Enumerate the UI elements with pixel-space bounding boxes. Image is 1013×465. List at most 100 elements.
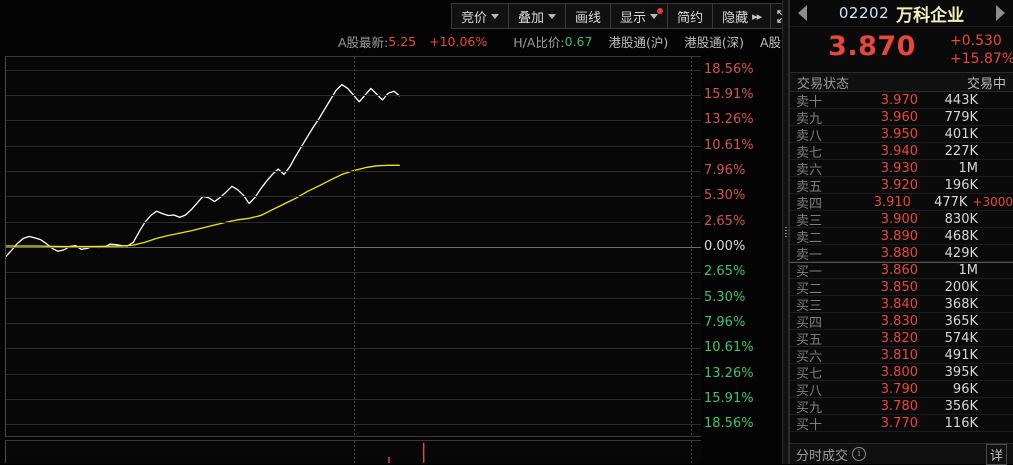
- chart-pane: 竞价 叠加 画线 显示 简约 隐藏 ▸▸ A股最新: 5.25 +10.06% H/A比价:…: [5, 3, 798, 463]
- order-book-level-label: 买四: [796, 315, 823, 331]
- order-book-price: 3.770: [880, 415, 918, 431]
- axis-tick-label: 10.61%: [704, 340, 754, 355]
- axis-tick-label: 0.00%: [704, 239, 746, 254]
- price-block: 3.870 +0.530 +15.87%: [790, 27, 1013, 72]
- drawline-button-label: 画线: [575, 10, 602, 26]
- order-book-row[interactable]: 买三 3.840 368K: [790, 296, 1013, 314]
- order-book-volume: 395K: [944, 364, 978, 380]
- gridline-horizontal: [6, 222, 701, 223]
- splitter-grip-icon: [785, 227, 787, 238]
- order-book-row[interactable]: 卖八 3.950 401K: [790, 126, 1013, 144]
- chevron-down-icon: [548, 13, 557, 19]
- order-book-level-label: 买三: [796, 298, 823, 314]
- order-book-row[interactable]: 卖三 3.900 830K: [790, 211, 1013, 229]
- order-book-row[interactable]: 卖一 3.880 429K: [790, 245, 1013, 263]
- order-book-row[interactable]: 买一 3.860 1M: [790, 262, 1013, 280]
- order-book-price: 3.780: [880, 398, 918, 414]
- display-button[interactable]: 显示: [611, 4, 669, 28]
- axis-tick-label: 10.61%: [704, 138, 754, 153]
- order-book-level-label: 买一: [796, 265, 823, 280]
- order-book-row[interactable]: 卖二 3.890 468K: [790, 228, 1013, 246]
- order-book-price: 3.850: [880, 279, 918, 295]
- order-book-row[interactable]: 卖九 3.960 779K: [790, 109, 1013, 127]
- order-book-level-label: 卖八: [796, 128, 823, 144]
- intraday-price-plot[interactable]: [5, 56, 701, 437]
- order-book-row[interactable]: 卖四 3.910 477K +3000: [790, 194, 1013, 212]
- order-book-volume: 116K: [944, 415, 978, 431]
- pane-splitter[interactable]: [782, 0, 789, 464]
- order-book-volume: 429K: [944, 245, 978, 261]
- order-book-volume: 200K: [944, 279, 978, 295]
- order-book-level-label: 买八: [796, 383, 823, 399]
- order-book-price: 3.890: [880, 228, 918, 244]
- trade-state-label: 交易状态: [797, 76, 850, 92]
- trade-state-bar: 交易状态 交易中: [790, 72, 1013, 92]
- order-book-delta: +3000: [972, 195, 1013, 209]
- symbol-name: 万科企业: [896, 5, 965, 26]
- order-book-volume: 96K: [952, 381, 978, 397]
- ha-ratio-value: 0.67: [564, 34, 593, 49]
- order-book-volume: 368K: [944, 296, 978, 312]
- order-book-row[interactable]: 卖十 3.970 443K: [790, 92, 1013, 110]
- order-book-price: 3.800: [880, 364, 918, 380]
- intraday-trades-tab[interactable]: 分时成交 i: [796, 445, 867, 464]
- drawline-button[interactable]: 画线: [566, 4, 612, 28]
- gridline-vertical: [354, 441, 355, 463]
- notification-dot-icon: [657, 8, 664, 14]
- trade-state-value: 交易中: [966, 76, 1006, 92]
- detail-button[interactable]: 详: [985, 443, 1007, 465]
- order-book-price: 3.830: [880, 313, 918, 329]
- order-book-price: 3.970: [880, 92, 918, 108]
- order-book-row[interactable]: 卖七 3.940 227K: [790, 143, 1013, 161]
- prev-symbol-arrow-icon[interactable]: [798, 5, 807, 21]
- order-book-row[interactable]: 买二 3.850 200K: [790, 279, 1013, 297]
- axis-tick-label: 5.30%: [704, 290, 746, 305]
- volume-bar: [423, 442, 425, 463]
- channel-a-share[interactable]: A股: [760, 35, 782, 50]
- order-book-row[interactable]: 买八 3.790 96K: [790, 381, 1013, 399]
- gridline-horizontal: [6, 424, 701, 425]
- a-share-info-bar: A股最新: 5.25 +10.06% H/A比价: 0.67 港股通(沪) 港股…: [338, 33, 781, 50]
- ha-ratio-label: H/A比价:: [513, 35, 565, 50]
- order-book-row[interactable]: 卖六 3.930 1M: [790, 160, 1013, 178]
- gridline-vertical: [691, 57, 692, 436]
- hide-button[interactable]: 隐藏 ▸▸: [713, 4, 772, 28]
- order-book-row[interactable]: 卖五 3.920 196K: [790, 177, 1013, 195]
- gridline-horizontal: [6, 95, 701, 96]
- order-book-price: 3.960: [880, 109, 918, 125]
- axis-tick-label: 7.96%: [704, 315, 746, 330]
- order-book-row[interactable]: 买五 3.820 574K: [790, 330, 1013, 348]
- overlay-button[interactable]: 叠加: [509, 4, 567, 28]
- gridline-vertical: [691, 441, 692, 463]
- order-book-price: 3.910: [873, 194, 911, 210]
- simple-button[interactable]: 简约: [668, 4, 714, 28]
- order-book-volume: 779K: [944, 109, 978, 125]
- order-book-level-label: 买二: [796, 281, 823, 297]
- order-book-row[interactable]: 买十 3.770 116K: [790, 415, 1013, 433]
- info-icon[interactable]: i: [852, 447, 867, 461]
- channel-hk-sz[interactable]: 港股通(深): [684, 35, 744, 50]
- order-book-row[interactable]: 买七 3.800 395K: [790, 364, 1013, 382]
- symbol-header: 02202 万科企业: [790, 0, 1013, 27]
- order-book-volume: 468K: [944, 228, 978, 244]
- order-book-price: 3.950: [880, 126, 918, 142]
- auction-button[interactable]: 竞价: [452, 4, 510, 28]
- gridline-horizontal: [6, 272, 701, 273]
- volume-pane[interactable]: [5, 440, 701, 463]
- order-book-row[interactable]: 买六 3.810 491K: [790, 347, 1013, 365]
- order-book-price: 3.930: [880, 160, 918, 176]
- order-book-row[interactable]: 买四 3.830 365K: [790, 313, 1013, 331]
- order-book-level-label: 卖四: [796, 196, 823, 212]
- axis-tick-label: 15.91%: [704, 391, 754, 406]
- a-share-label: A股最新:: [338, 35, 389, 50]
- order-book-row[interactable]: 买九 3.780 356K: [790, 398, 1013, 416]
- gridline-horizontal: [6, 70, 701, 71]
- volume-bar: [388, 456, 390, 463]
- order-book-volume: 1M: [958, 160, 979, 176]
- channel-hk-sh[interactable]: 港股通(沪): [608, 35, 669, 50]
- order-book-level-label: 买七: [796, 366, 823, 382]
- next-symbol-arrow-icon[interactable]: [996, 5, 1005, 21]
- order-book: 卖十 3.970 443K 卖九 3.960 779K 卖八 3.950 401K 卖七 3.940…: [790, 92, 1013, 433]
- gridline-horizontal: [6, 196, 701, 197]
- gridline-horizontal: [6, 374, 701, 375]
